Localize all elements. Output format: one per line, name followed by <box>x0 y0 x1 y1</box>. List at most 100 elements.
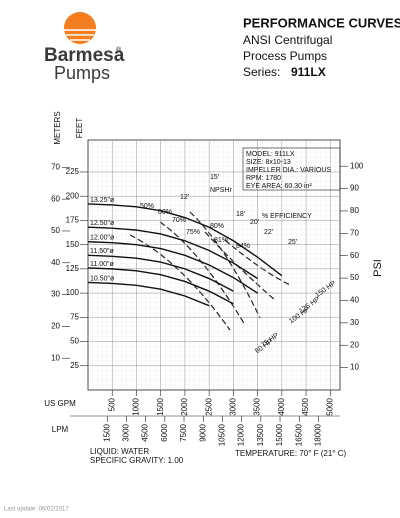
annotation: 22' <box>264 229 273 236</box>
lpm-tick-label: 4500 <box>141 423 150 441</box>
title: PERFORMANCE CURVES <box>243 15 400 30</box>
psi-tick-label: 30 <box>350 318 359 327</box>
x-tick-label: 4000 <box>277 397 286 415</box>
x-tick-label: 2500 <box>204 397 213 415</box>
impeller-label: 10.50"ø <box>90 275 115 282</box>
plot-area <box>87 139 341 391</box>
annotation: 12' <box>180 194 189 201</box>
y-tick-label: 150 <box>66 240 80 249</box>
y3-label: METERS <box>53 111 62 144</box>
series-label: Series: <box>243 65 280 79</box>
lpm-tick-label: 15000 <box>275 423 284 446</box>
impeller-curve <box>87 267 234 305</box>
impeller-label: 12.00"ø <box>90 235 115 242</box>
impeller-label: 11.50"ø <box>90 248 114 255</box>
model-info: MODEL: 911LX <box>246 151 295 158</box>
x-tick-label: 4500 <box>301 397 310 415</box>
x-tick-label: 2000 <box>180 397 189 415</box>
model-info: EYE AREA: 60.30 in² <box>246 183 312 190</box>
x-tick-label: 1000 <box>132 397 141 415</box>
annotation: 84% <box>236 243 250 250</box>
model-box <box>242 147 341 191</box>
meter-tick-label: 40 <box>51 258 60 267</box>
lpm-tick-label: 13500 <box>256 423 265 446</box>
x-tick-label: 3000 <box>228 397 237 415</box>
psi-tick-label: 100 <box>350 161 364 170</box>
psi-tick-label: 20 <box>350 340 359 349</box>
annotation: 25' <box>288 239 297 246</box>
annotation: 70% <box>172 217 186 224</box>
x-tick-label: 5000 <box>325 397 334 415</box>
lpm-tick-label: 10500 <box>218 423 227 446</box>
x-label: US GPM <box>44 399 76 408</box>
lpm-tick-label: 9000 <box>198 423 207 441</box>
annotation: NPSHr <box>210 187 232 194</box>
annotation: 80% <box>210 223 224 230</box>
footer: Last update: 06/02/2017 <box>4 507 69 513</box>
logo-sun <box>64 12 96 44</box>
lpm-tick-label: 12000 <box>237 423 246 446</box>
meter-tick-label: 10 <box>51 353 60 362</box>
y-tick-label: 75 <box>70 312 79 321</box>
lpm-tick-label: 6000 <box>160 423 169 441</box>
annotation: 18' <box>236 211 245 218</box>
y-tick-label: 200 <box>66 191 80 200</box>
y-tick-label: 125 <box>66 264 80 273</box>
model-info: IMPELLER DIA.: VARIOUS <box>246 167 331 174</box>
y2-label: PSI <box>372 259 384 277</box>
annotation: 50% <box>140 203 154 210</box>
annotation: % EFFICIENCY <box>262 213 312 220</box>
psi-tick-label: 80 <box>350 206 359 215</box>
model-info: SIZE: 8x10-13 <box>246 159 291 166</box>
impeller-curve <box>87 203 283 277</box>
logo-lines <box>64 29 96 41</box>
lpm-tick-label: 18000 <box>314 423 323 446</box>
impeller-curve <box>87 241 258 294</box>
y-tick-label: 50 <box>70 337 79 346</box>
meter-tick-label: 70 <box>51 162 60 171</box>
impeller-label: 13.25"ø <box>90 197 115 204</box>
lpm-tick-label: 16500 <box>294 423 303 446</box>
gravity: SPECIFIC GRAVITY: 1.00 <box>90 456 184 465</box>
impeller-label: 11.00"ø <box>90 261 114 268</box>
meter-tick-label: 60 <box>51 194 60 203</box>
temperature: TEMPERATURE: 70° F (21° C) <box>235 449 346 458</box>
subtitle: ANSI Centrifugal <box>243 33 332 47</box>
impeller-curve <box>87 254 234 292</box>
y-label: FEET <box>75 118 84 139</box>
lpm-tick-label: 7500 <box>179 423 188 441</box>
psi-tick-label: 50 <box>350 273 359 282</box>
meter-tick-label: 20 <box>51 321 60 330</box>
annotation: 75% <box>186 229 200 236</box>
psi-tick-label: 10 <box>350 363 359 372</box>
brand-sub: Pumps <box>54 63 110 83</box>
annotation: 15' <box>210 174 219 181</box>
annotation: 81% <box>214 237 228 244</box>
x-tick-label: 3500 <box>253 397 262 415</box>
series-value: 911LX <box>291 65 326 79</box>
meter-tick-label: 30 <box>51 290 60 299</box>
model-info: RPM: 1780 <box>246 175 281 182</box>
impeller-curve <box>87 281 210 307</box>
x-tick-label: 500 <box>107 397 116 411</box>
brand: Barmesa <box>44 45 125 66</box>
y-tick-label: 100 <box>66 288 80 297</box>
impeller-label: 12.50"ø <box>90 220 115 227</box>
lpm-tick-label: 3000 <box>122 423 131 441</box>
psi-tick-label: 70 <box>350 228 359 237</box>
psi-tick-label: 60 <box>350 251 359 260</box>
y-tick-label: 175 <box>66 216 80 225</box>
y-tick-label: 225 <box>66 167 80 176</box>
registered: ® <box>116 46 122 54</box>
liquid: LIQUID: WATER <box>90 447 149 456</box>
y-tick-label: 25 <box>70 361 79 370</box>
psi-tick-label: 90 <box>350 184 359 193</box>
lpm-tick-label: 1500 <box>102 423 111 441</box>
psi-tick-label: 40 <box>350 296 359 305</box>
annotation: 20' <box>250 219 259 226</box>
annotation: 60% <box>158 209 172 216</box>
x-tick-label: 1500 <box>156 397 165 415</box>
impeller-curve <box>87 226 258 280</box>
x2-label: LPM <box>52 425 69 434</box>
